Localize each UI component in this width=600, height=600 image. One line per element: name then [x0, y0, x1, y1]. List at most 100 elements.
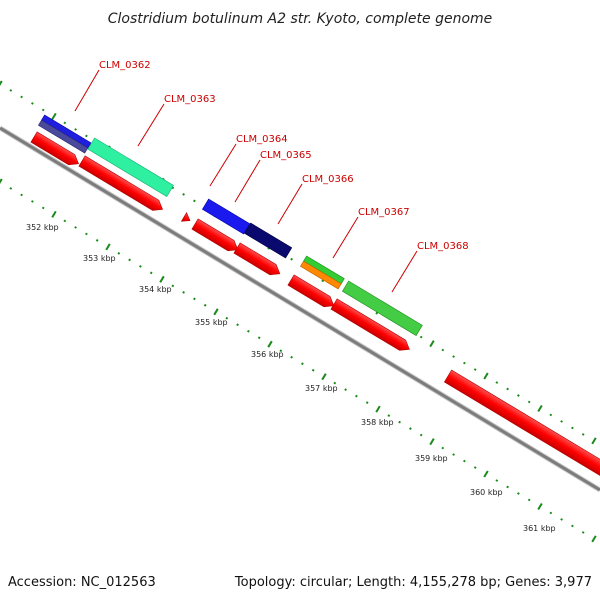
minor-tick	[571, 524, 574, 528]
svg-text:CLM_0364: CLM_0364	[236, 134, 288, 145]
kbp-label: 360 kbp	[470, 488, 503, 497]
minor-tick	[463, 459, 466, 463]
feature-clm0365-upper[interactable]	[244, 222, 293, 259]
minor-tick	[506, 485, 509, 489]
cds-arrow-2[interactable]	[78, 155, 166, 215]
minor-tick	[31, 102, 34, 105]
cds-arrow-3[interactable]	[180, 212, 192, 225]
gene-label-clm0365[interactable]: CLM_0365	[234, 150, 312, 203]
major-tick	[591, 437, 597, 445]
feature-clm0363-upper[interactable]	[87, 137, 174, 197]
kbp-scale-labels: 352 kbp 353 kbp 354 kbp 355 kbp 356 kbp …	[26, 223, 556, 533]
minor-tick	[517, 492, 520, 495]
minor-tick	[473, 466, 477, 469]
minor-tick	[290, 257, 293, 261]
minor-tick	[20, 193, 23, 197]
kbp-label: 352 kbp	[26, 223, 59, 232]
svg-text:CLM_0368: CLM_0368	[417, 241, 469, 252]
major-tick	[375, 405, 381, 413]
gene-label-clm0362[interactable]: CLM_0362	[74, 60, 151, 112]
minor-tick	[344, 388, 347, 392]
kbp-label: 353 kbp	[83, 254, 116, 263]
gene-label-clm0366[interactable]: CLM_0366	[277, 174, 354, 225]
minor-tick	[41, 206, 45, 210]
kbp-label: 354 kbp	[139, 285, 172, 294]
cds-arrow-7[interactable]	[330, 298, 413, 355]
minor-tick	[247, 329, 250, 333]
minor-tick	[495, 381, 499, 384]
outer-tick-ring	[0, 80, 597, 445]
minor-tick	[452, 355, 455, 358]
minor-tick	[581, 433, 585, 436]
cds-arrow-6[interactable]	[287, 274, 337, 311]
minor-tick	[279, 349, 283, 353]
major-tick	[0, 178, 3, 184]
major-tick	[429, 438, 435, 446]
major-tick	[267, 340, 273, 348]
feature-clm0366-upper[interactable]	[300, 255, 345, 290]
minor-tick	[506, 387, 509, 391]
cds-arrow-8[interactable]	[443, 369, 600, 486]
gene-label-clm0368[interactable]: CLM_0368	[391, 241, 469, 293]
major-tick	[537, 502, 543, 511]
minor-tick	[139, 264, 142, 268]
minor-tick	[527, 400, 531, 404]
feature-clm0362-upper[interactable]	[38, 114, 92, 154]
minor-tick	[560, 518, 563, 521]
gene-labels: CLM_0362 CLM_0363 CLM_0364 CLM_0365 CLM_…	[74, 60, 469, 293]
minor-tick	[581, 531, 585, 534]
svg-text:CLM_0365: CLM_0365	[260, 150, 312, 161]
minor-tick	[527, 498, 531, 502]
gene-label-clm0363[interactable]: CLM_0363	[137, 94, 216, 147]
feature-clm0367-upper[interactable]	[342, 280, 423, 336]
cds-arrow-1[interactable]	[30, 131, 82, 169]
map-title: Clostridium botulinum A2 str. Kyoto, com…	[108, 11, 493, 27]
minor-tick	[225, 316, 229, 320]
minor-tick	[365, 401, 369, 405]
major-tick	[51, 210, 57, 218]
major-tick	[591, 535, 597, 543]
kbp-label: 361 kbp	[523, 524, 556, 533]
minor-tick	[9, 187, 13, 190]
major-tick	[321, 373, 327, 381]
minor-tick	[236, 323, 239, 327]
inner-tick-ring	[0, 178, 597, 543]
minor-tick	[355, 394, 358, 398]
major-tick	[0, 80, 3, 86]
minor-tick	[20, 95, 23, 99]
genome-summary-text: Topology: circular; Length: 4,155,278 bp…	[234, 575, 592, 590]
feature-clm0364-upper[interactable]	[202, 198, 251, 235]
minor-tick	[463, 361, 466, 365]
minor-tick	[409, 427, 412, 430]
minor-tick	[74, 128, 77, 131]
major-tick	[483, 470, 489, 478]
accession-text: Accession: NC_012563	[8, 575, 156, 590]
minor-tick	[31, 200, 34, 203]
major-tick	[537, 404, 543, 413]
kbp-label: 358 kbp	[361, 418, 394, 427]
minor-tick	[9, 89, 13, 92]
svg-text:CLM_0362: CLM_0362	[99, 60, 151, 71]
minor-tick	[149, 271, 153, 275]
minor-tick	[182, 192, 185, 196]
cds-arrow-5[interactable]	[233, 242, 283, 279]
minor-tick	[398, 420, 401, 424]
major-tick	[213, 308, 219, 316]
minor-tick	[117, 251, 121, 255]
minor-tick	[41, 108, 45, 112]
svg-text:CLM_0363: CLM_0363	[164, 94, 216, 105]
minor-tick	[257, 336, 261, 340]
minor-tick	[571, 426, 574, 430]
cds-arrow-4[interactable]	[191, 218, 241, 255]
minor-tick	[549, 413, 553, 417]
major-tick	[483, 372, 489, 380]
minor-tick	[203, 303, 207, 307]
gene-label-clm0364[interactable]: CLM_0364	[209, 134, 288, 187]
minor-tick	[301, 362, 304, 366]
minor-tick	[473, 368, 477, 371]
minor-tick	[182, 290, 185, 294]
minor-tick	[193, 199, 196, 203]
major-tick	[105, 243, 111, 251]
gene-label-clm0367[interactable]: CLM_0367	[332, 207, 410, 259]
